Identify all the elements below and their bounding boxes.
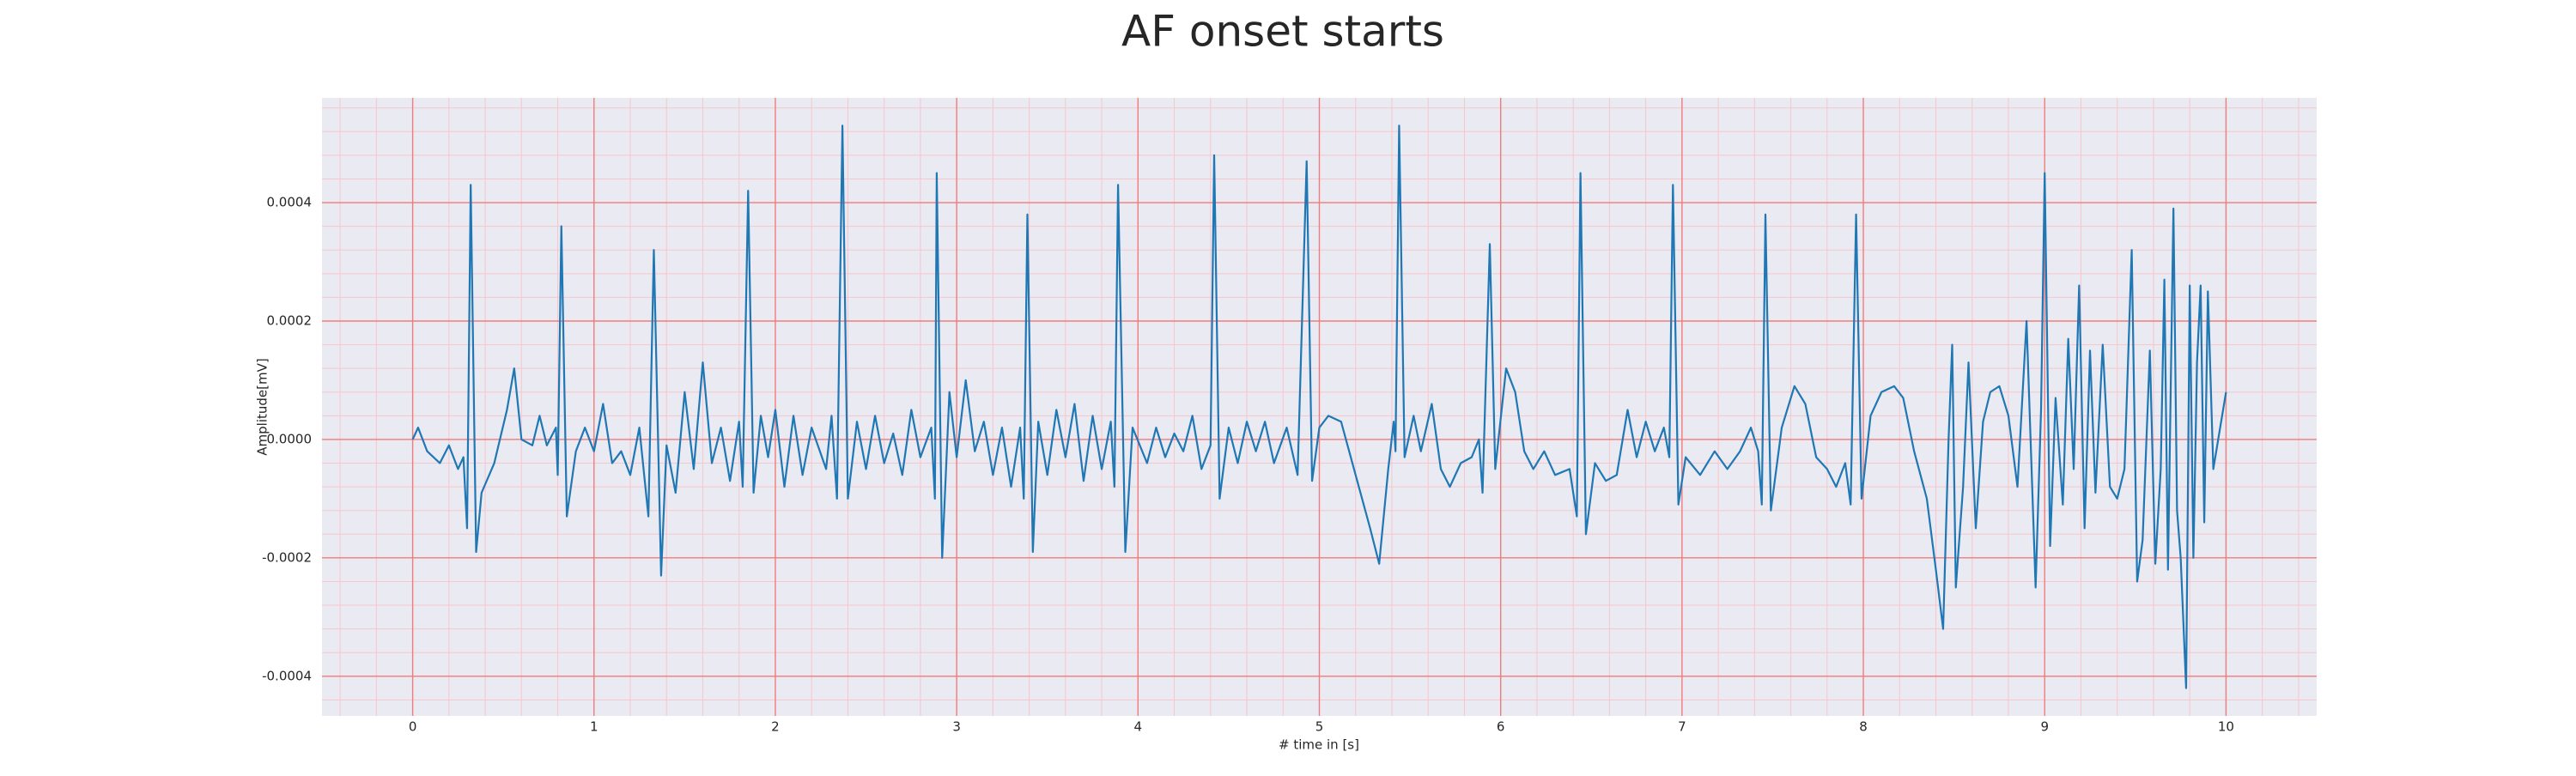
x-tick-label: 1 [590, 719, 598, 735]
y-tick-label: -0.0004 [262, 668, 312, 683]
x-tick-label: 2 [771, 719, 780, 735]
x-tick-label: 3 [952, 719, 961, 735]
x-tick-label: 6 [1497, 719, 1505, 735]
x-tick-label: 0 [409, 719, 417, 735]
x-tick-label: 9 [2040, 719, 2049, 735]
x-tick-label: 5 [1315, 719, 1324, 735]
y-axis-label: Amplitude[mV] [255, 358, 270, 455]
chart-title: AF onset starts [1121, 7, 1444, 57]
x-tick-label: 4 [1134, 719, 1143, 735]
y-tick-label: 0.0004 [267, 195, 313, 210]
x-axis-label: # time in [s] [1279, 737, 1359, 753]
y-tick-label: -0.0002 [262, 549, 312, 565]
y-tick-label: 0.0000 [267, 431, 313, 446]
ecg-line [411, 124, 2227, 689]
x-tick-label: 10 [2218, 719, 2234, 735]
x-tick-label: 7 [1678, 719, 1686, 735]
x-tick-label: 8 [1859, 719, 1868, 735]
y-tick-label: 0.0002 [267, 313, 313, 329]
